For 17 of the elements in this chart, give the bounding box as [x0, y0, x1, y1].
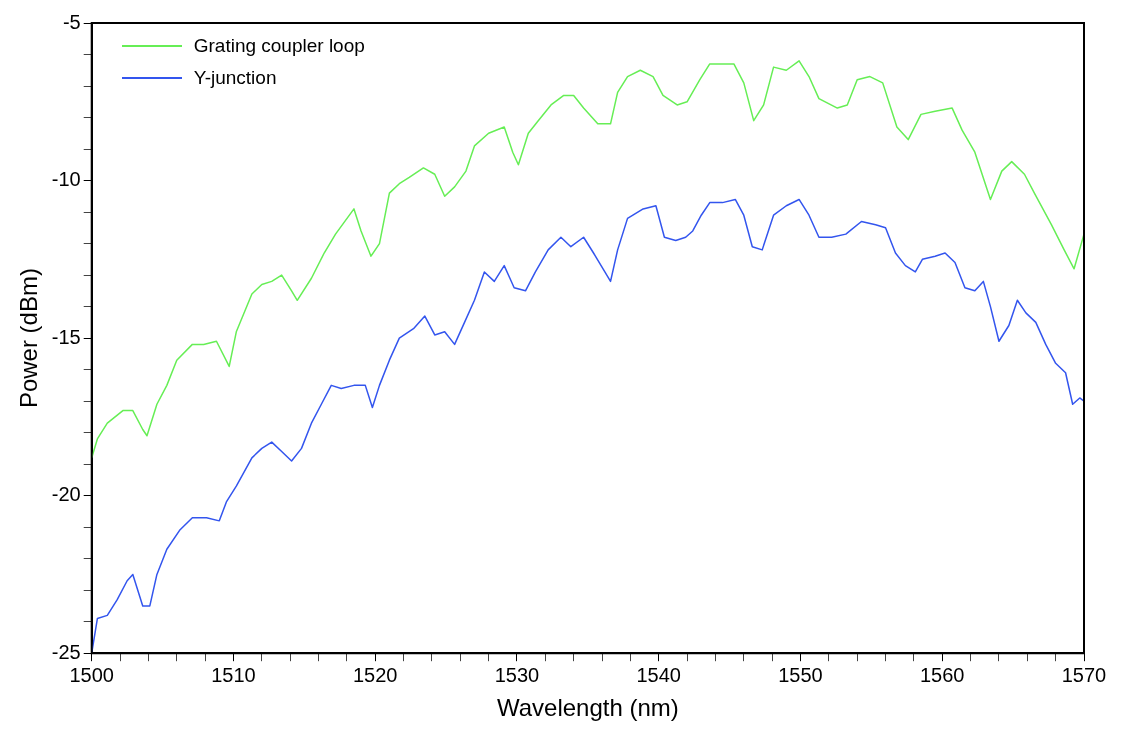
legend-label: Grating coupler loop — [193, 35, 365, 57]
x-tick-label: 1540 — [636, 663, 681, 686]
x-tick-label: 1520 — [352, 663, 398, 686]
y-axis-title: Power (dBm) — [15, 268, 43, 409]
x-tick-label: 1550 — [778, 663, 823, 686]
legend-label: Y-junction — [193, 67, 277, 89]
x-tick-label: 1510 — [211, 663, 256, 686]
y-tick-label: -25 — [51, 640, 81, 663]
x-tick-label: 1570 — [1061, 663, 1107, 686]
x-axis-title: Wavelength (nm) — [496, 694, 679, 722]
y-tick-label: -20 — [51, 483, 81, 506]
y-tick-label: -5 — [62, 10, 81, 33]
x-tick-label: 1560 — [919, 663, 965, 686]
y-tick-label: -15 — [51, 325, 81, 348]
y-tick-label: -10 — [51, 168, 81, 191]
x-tick-label: 1530 — [494, 663, 540, 686]
x-tick-label: 1500 — [69, 663, 114, 686]
